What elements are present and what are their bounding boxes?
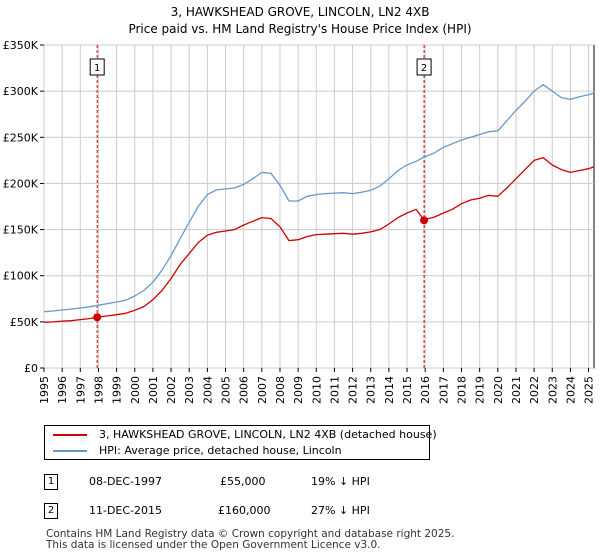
x-tick-label: 2007 xyxy=(256,376,269,404)
y-tick-label: £250K xyxy=(3,131,39,144)
y-tick-label: £0 xyxy=(24,362,38,375)
x-tick-label: 1998 xyxy=(92,376,105,404)
footer-copyright: Contains HM Land Registry data © Crown c… xyxy=(46,528,455,540)
x-tick-label: 2014 xyxy=(383,376,396,404)
price-chart: 3, HAWKSHEAD GROVE, LINCOLN, LN2 4XB Pri… xyxy=(3,5,596,404)
x-tick-label: 2019 xyxy=(474,376,487,404)
y-tick-label: £150K xyxy=(3,224,39,237)
x-tick-label: 2021 xyxy=(510,376,523,404)
x-tick-label: 2011 xyxy=(328,376,341,404)
x-tick-label: 2012 xyxy=(347,376,360,404)
x-tick-label: 2008 xyxy=(274,376,287,404)
x-tick-label: 2004 xyxy=(201,376,214,404)
sale-point xyxy=(420,216,429,225)
x-tick-label: 2005 xyxy=(220,376,233,404)
grid xyxy=(43,44,594,369)
sale-point xyxy=(93,313,102,322)
x-tick-label: 2023 xyxy=(546,376,559,404)
x-tick-label: 2000 xyxy=(129,376,142,404)
sale-marker-lines xyxy=(96,45,425,368)
chart-title: 3, HAWKSHEAD GROVE, LINCOLN, LN2 4XB xyxy=(171,5,430,19)
chart-subtitle: Price paid vs. HM Land Registry's House … xyxy=(128,22,471,36)
x-tick-label: 2022 xyxy=(528,376,541,404)
plot-area xyxy=(43,44,595,369)
x-tick-label: 2017 xyxy=(437,376,450,404)
x-tick-label: 2009 xyxy=(292,376,305,404)
legend-label-property: 3, HAWKSHEAD GROVE, LINCOLN, LN2 4XB (de… xyxy=(99,428,437,441)
x-tick-label: 2018 xyxy=(455,376,468,404)
annotation-label: 2 xyxy=(421,63,427,74)
sale-hpi-diff: 27% ↓ HPI xyxy=(311,504,370,517)
sale-date: 08-DEC-1997 xyxy=(89,475,163,488)
footer: Contains HM Land Registry data © Crown c… xyxy=(46,529,454,551)
sale-number-badge: 2 xyxy=(44,503,58,519)
legend-swatch-property xyxy=(53,434,87,436)
x-axis: 1995 1996 1997 1998 1999 2000 2001 2002 2003 2004… xyxy=(38,368,596,404)
y-tick-label: £200K xyxy=(3,177,39,190)
x-tick-label: 2025 xyxy=(583,376,596,404)
sale-hpi-diff: 19% ↓ HPI xyxy=(311,475,370,488)
y-tick-label: £350K xyxy=(3,39,39,52)
legend-entry-hpi: HPI: Average price, detached house, Linc… xyxy=(45,443,425,459)
x-tick-label: 2013 xyxy=(365,376,378,404)
property-price-line xyxy=(43,156,595,323)
sale-points xyxy=(93,216,429,322)
x-tick-label: 2015 xyxy=(401,376,414,404)
x-tick-label: 2010 xyxy=(310,376,323,404)
y-tick-label: £50K xyxy=(10,316,39,329)
series-lines xyxy=(43,84,595,323)
legend-entry-property: 3, HAWKSHEAD GROVE, LINCOLN, LN2 4XB (de… xyxy=(45,427,437,443)
y-tick-label: £100K xyxy=(3,270,39,283)
legend: 3, HAWKSHEAD GROVE, LINCOLN, LN2 4XB (de… xyxy=(44,425,437,460)
x-tick-label: 2001 xyxy=(147,376,160,404)
x-tick-label: 2002 xyxy=(165,376,178,404)
y-tick-label: £300K xyxy=(3,85,39,98)
x-tick-label: 2003 xyxy=(183,376,196,404)
sale-number-badge: 1 xyxy=(44,474,58,490)
sale-date: 11-DEC-2015 xyxy=(89,504,163,517)
annotation-box xyxy=(416,58,432,76)
x-tick-label: 1997 xyxy=(74,376,87,404)
annotation-box xyxy=(89,58,105,76)
hpi-line xyxy=(43,84,595,313)
y-axis: £0 £50K £100K £150K £200K £250K £300K £350K xyxy=(3,39,44,375)
legend-swatch-hpi xyxy=(53,450,87,452)
legend-label-hpi: HPI: Average price, detached house, Linc… xyxy=(99,444,342,457)
x-tick-label: 2016 xyxy=(419,376,432,404)
x-tick-label: 1999 xyxy=(111,376,124,404)
x-tick-label: 1995 xyxy=(38,376,51,404)
x-tick-label: 2020 xyxy=(492,376,505,404)
x-tick-label: 1996 xyxy=(56,376,69,404)
footer-licence: This data is licensed under the Open Gov… xyxy=(46,539,381,551)
sale-price: £55,000 xyxy=(220,475,266,488)
x-tick-label: 2006 xyxy=(238,376,251,404)
x-tick-label: 2024 xyxy=(564,376,577,404)
annotation-label: 1 xyxy=(94,63,100,74)
sale-price: £160,000 xyxy=(218,504,271,517)
